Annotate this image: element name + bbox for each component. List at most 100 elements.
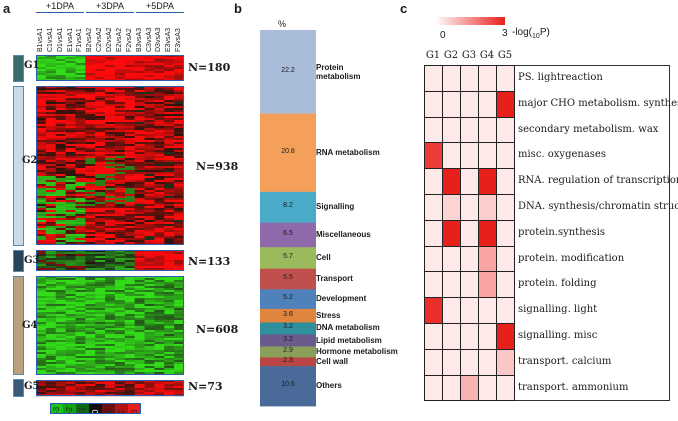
enrichment-cell [442,297,461,324]
enrichment-cell [460,168,479,195]
enrichment-cell [478,194,497,221]
segment-label: Transport [316,273,353,283]
bar-segment [260,30,316,114]
enrichment-cell [442,323,461,350]
enrichment-cell [460,245,479,273]
enrichment-cell [460,271,479,299]
segment-label: Signalling [316,202,355,212]
enrichment-cell [496,142,515,170]
group-label-g2: G2 [22,155,38,166]
scale-swatch [76,403,89,414]
enrichment-cell [442,374,461,402]
segment-label: Cell [316,252,331,262]
segment-value: 3.2 [283,335,293,343]
enrichment-cell [424,142,443,170]
group-count-g2: N=938 [196,160,239,173]
enrichment-cell [496,194,515,221]
enrichment-cell [496,90,515,118]
column-label: B3vsA3 [135,27,143,52]
enrichment-cell [460,323,479,350]
enrichment-cell [478,271,497,299]
enrichment-cell [424,65,443,92]
enrichment-cell [496,65,515,92]
enrichment-cell [478,297,497,324]
enrichment-cell [478,323,497,350]
column-label: E3vsA3 [165,27,173,52]
column-label: F3vsA3 [175,28,183,52]
scale-swatch [63,403,76,414]
dpa5-bracket [136,12,184,13]
enrichment-cell [442,168,461,195]
enrichment-cell [460,297,479,324]
column-label: F1vsA1 [76,28,84,52]
enrichment-cell [496,323,515,350]
segment-value: 3.6 [283,310,293,318]
dpa3-label: +3DPA [95,1,125,11]
category-label: PS. lightreaction [518,72,603,83]
column-label: B1vsA1 [37,27,44,52]
group-label-g3: G3 [24,255,40,266]
enrichment-cell [478,90,497,118]
enrichment-cell [496,348,515,376]
column-label: B2vsA2 [86,27,94,52]
enrichment-cell [442,142,461,170]
segment-label: Hormone metabolism [316,346,398,356]
column-label: D2vsA2 [106,27,114,52]
segment-label: Lipid metabolism [316,335,382,345]
enrichment-cell [424,374,443,402]
dpa3-bracket [86,12,134,13]
bar-segment [260,222,316,248]
enrichment-cell [478,168,497,195]
group-bar-g1 [13,55,24,82]
group-header: G1 [425,50,441,61]
group-bar-g5 [13,379,24,397]
segment-value: 10.6 [281,381,295,389]
enrichment-cell [460,65,479,92]
segment-value: 8.2 [283,202,293,210]
legend-min: 0 [440,30,446,41]
enrichment-cell [478,245,497,273]
dpa1-bracket [36,12,84,13]
enrichment-cell [496,271,515,299]
enrichment-cell [424,90,443,118]
group-count-g5: N=73 [188,380,223,393]
group-bar-g2 [13,86,24,246]
enrichment-cell [460,142,479,170]
enrichment-cell [442,65,461,92]
segment-value: 3.2 [283,323,293,331]
segment-label: RNA metabolism [316,147,380,157]
column-label: F2vsA2 [125,28,133,52]
enrichment-cell [478,116,497,144]
panel-a-letter: a [3,1,11,16]
panel-b-title: % [278,19,287,29]
enrichment-cell [460,374,479,402]
segment-value: 5.2 [283,294,293,302]
group-bar-g3 [13,250,24,272]
enrichment-cell [478,348,497,376]
segment-label: Stress [316,310,341,320]
enrichment-cell [496,374,515,402]
category-label: transport. ammonium [518,381,629,393]
group-header: G3 [461,50,477,61]
enrichment-cell [424,348,443,376]
scale-swatch [115,403,128,414]
enrichment-cell [478,142,497,170]
enrichment-cell [442,194,461,221]
enrichment-cell [424,194,443,221]
enrichment-cell [442,116,461,144]
column-label: D3vsA3 [155,27,163,52]
segment-label: DNA metabolism [316,323,380,333]
dpa1-label: +1DPA [45,1,75,11]
scale-frame [50,403,141,414]
enrichment-cell [424,323,443,350]
segment-value: 5.5 [283,273,293,281]
enrichment-cell [442,219,461,247]
column-label: E1vsA1 [66,27,74,52]
bar-segment [260,191,316,224]
segment-value: 2.9 [283,346,293,354]
group-header: G2 [443,50,459,61]
enrichment-cell [460,90,479,118]
significance-gradient [435,17,505,25]
enrichment-cell [496,297,515,324]
segment-label: Development [316,294,367,304]
